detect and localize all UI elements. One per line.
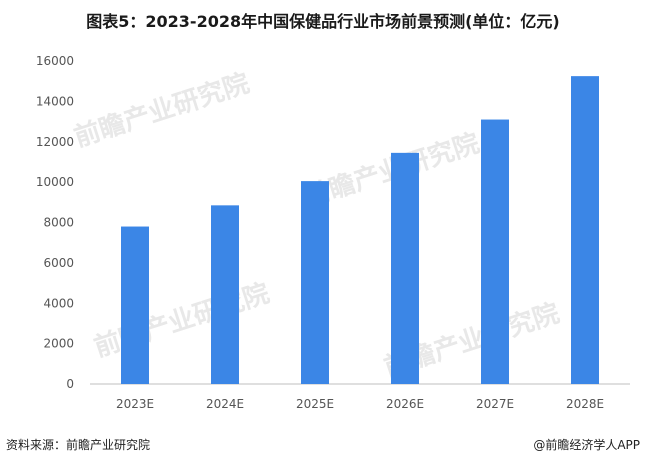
bar-2024E [211, 205, 239, 384]
y-tick-label: 6000 [43, 256, 74, 270]
bar-2027E [481, 119, 509, 384]
y-tick-label: 2000 [43, 337, 74, 351]
x-tick-label: 2027E [476, 397, 514, 411]
bar-2026E [391, 152, 419, 384]
x-tick-label: 2026E [386, 397, 424, 411]
y-tick-label: 14000 [36, 94, 74, 108]
y-tick-label: 10000 [36, 175, 74, 189]
y-tick-label: 0 [66, 377, 74, 391]
x-tick-label: 2023E [116, 397, 154, 411]
y-tick-label: 16000 [36, 54, 74, 68]
bar-2025E [301, 181, 329, 384]
bar-2028E [571, 76, 599, 384]
brand-note: @前瞻经济学人APP [533, 438, 640, 452]
bar-chart: 0 2000 4000 6000 8000 10000 12000 14000 16000 202… [36, 54, 630, 411]
x-tick-label: 2028E [566, 397, 604, 411]
bar-2023E [121, 226, 149, 384]
chart-title: 图表5：2023-2028年中国保健品行业市场前景预测(单位：亿元) [86, 12, 560, 31]
x-tick-label: 2025E [296, 397, 334, 411]
y-tick-label: 12000 [36, 135, 74, 149]
y-tick-label: 8000 [43, 216, 74, 230]
y-tick-label: 4000 [43, 296, 74, 310]
source-note: 资料来源：前瞻产业研究院 [6, 438, 151, 452]
x-tick-label: 2024E [206, 397, 244, 411]
